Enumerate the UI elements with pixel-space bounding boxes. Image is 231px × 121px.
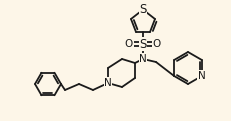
Text: S: S — [139, 38, 146, 50]
Text: N: N — [104, 78, 111, 88]
Text: O: O — [152, 39, 161, 49]
Text: S: S — [139, 3, 146, 16]
Text: O: O — [124, 39, 133, 49]
Text: N: N — [197, 71, 205, 81]
Text: N: N — [139, 54, 146, 64]
